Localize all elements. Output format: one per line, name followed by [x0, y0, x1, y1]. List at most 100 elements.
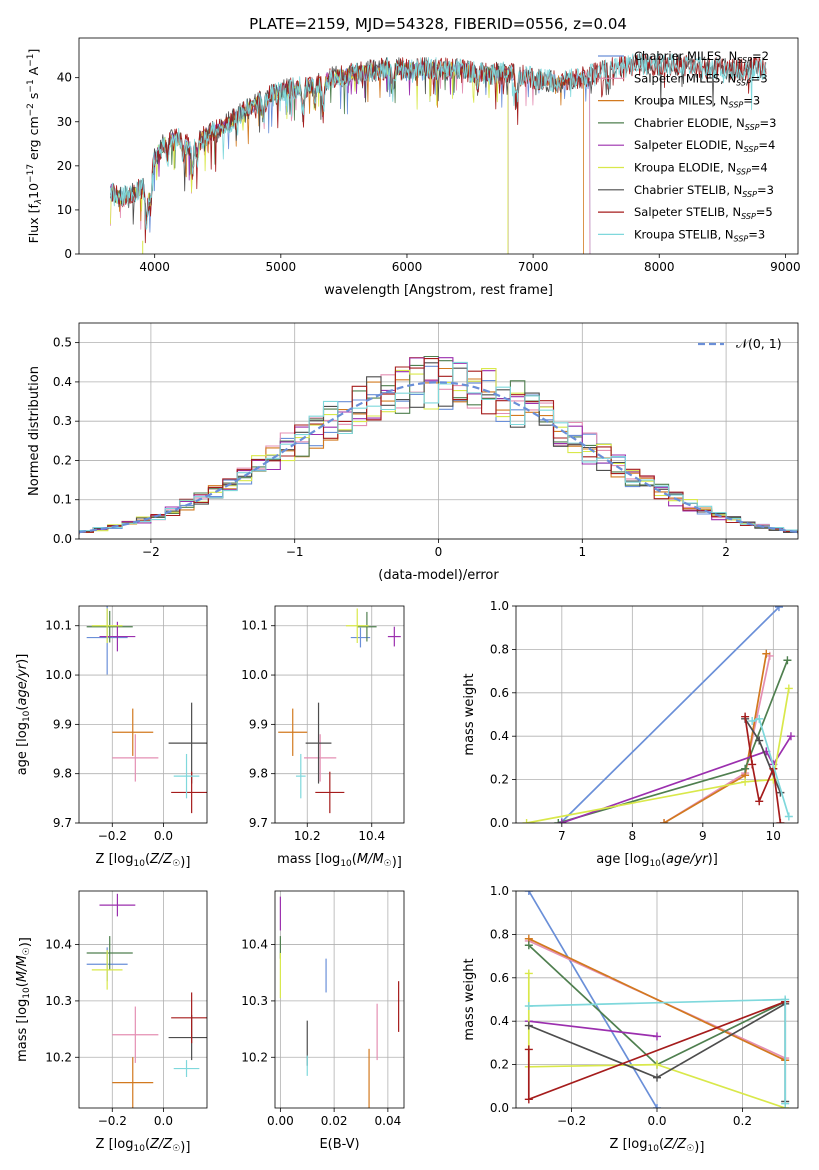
weight-marker — [524, 1002, 533, 1011]
y-tick-label: 0.6 — [490, 971, 509, 985]
mass-age-panel: 10.2 10.4 9.7 9.8 9.9 10.0 10.1 mass [log10(M/M… — [241, 605, 405, 870]
errorbar-salpeter-miles — [112, 734, 159, 782]
weight-series-kroupa-stelib — [524, 995, 790, 1108]
weight-marker — [741, 712, 750, 721]
weight-series-kroupa-stelib — [748, 714, 793, 821]
ebv-mass-panel: 0.00 0.02 0.04 10.2 10.3 10.4 E(B-V) — [241, 890, 405, 1152]
legend-label: Salpeter STELIB, NSSP=5 — [634, 205, 773, 221]
axes-frame — [515, 605, 799, 824]
weight-marker — [557, 819, 566, 823]
z_age-ylabel: age [log10(age/yr)] — [15, 654, 32, 776]
x-tick-label: 1 — [578, 545, 586, 559]
plot-area — [86, 893, 207, 1108]
weight-marker — [524, 969, 533, 978]
weight-marker — [653, 1073, 661, 1082]
grid — [275, 891, 404, 1108]
x-tick-label: 5000 — [266, 260, 297, 274]
y-tick-label: 10.2 — [45, 1050, 72, 1064]
x-tick-label: −0.2 — [557, 1114, 586, 1128]
y-tick-label: 0.1 — [53, 493, 72, 507]
weight-marker — [784, 684, 793, 693]
weight-series-chabrier-miles — [524, 891, 661, 1108]
errorbar-chabrier-elodie — [86, 610, 133, 643]
axes-frame — [515, 890, 799, 1109]
x-tick-label: 7000 — [518, 260, 549, 274]
errorbar-kroupa-stelib — [295, 753, 306, 799]
weight-marker — [762, 649, 771, 658]
residuals-ylabel: Normed distribution — [27, 366, 42, 496]
x-tick-label: 8000 — [644, 260, 675, 274]
x-tick-label: 6000 — [392, 260, 423, 274]
y-tick-label: 0.8 — [490, 642, 509, 656]
grid — [79, 891, 207, 1108]
y-tick-label: 0.3 — [53, 414, 72, 428]
y-tick-label: 0.0 — [490, 1101, 509, 1115]
errorbar-salpeter-elodie — [99, 621, 136, 652]
weight-line — [527, 973, 786, 1108]
errorbar-kroupa-miles — [278, 708, 308, 756]
y-tick-label: 10.4 — [45, 938, 72, 952]
axes-frame — [78, 605, 208, 824]
x-tick-label: −0.2 — [98, 829, 127, 843]
legend-entry-salpeter-miles: Salpeter MILES, NSSP=3 — [598, 71, 768, 87]
errorbar-chabrier-elodie — [357, 611, 377, 642]
x-tick-label: 0.0 — [154, 829, 173, 843]
x-tick-label: −2 — [142, 545, 160, 559]
y-tick-label: 9.8 — [53, 767, 72, 781]
weight-marker — [653, 1104, 661, 1108]
weight-marker — [524, 1045, 533, 1054]
x-tick-label: 0.0 — [154, 1114, 173, 1128]
residuals-panel: −2 −1 0 1 2 0.0 0.1 0.2 0.3 0.4 0.5 𝒩(0, 1) (data-mo… — [27, 322, 799, 583]
weight-marker — [786, 732, 795, 741]
y-tick-label: 9.7 — [53, 816, 72, 830]
errorbar-salpeter-stelib — [315, 771, 345, 814]
legend-label: Chabrier STELIB, NSSP=3 — [634, 183, 774, 199]
legend-entry-chabrier-stelib: Chabrier STELIB, NSSP=3 — [598, 183, 774, 199]
y-tick-label: 1.0 — [490, 884, 509, 898]
errorbar-kroupa-elodie — [91, 608, 123, 643]
plot-area — [524, 891, 790, 1108]
axes-frame — [78, 890, 208, 1109]
x-tick-label: 4000 — [139, 260, 170, 274]
z-mass-panel: −0.2 0.0 10.2 10.3 10.4 Z [log10(Z/Z☉)] mass [… — [15, 890, 208, 1155]
x-tick-label: 0.04 — [375, 1114, 402, 1128]
weight-marker — [755, 714, 764, 723]
x-tick-label: 0.02 — [321, 1114, 348, 1128]
z_weight-xlabel: Z [log10(Z/Z☉)] — [610, 1137, 705, 1155]
errorbar-salpeter-stelib — [171, 771, 207, 814]
z_mass-ylabel: mass [log10(M/M☉)] — [15, 937, 33, 1062]
legend-label: Salpeter ELODIE, NSSP=4 — [634, 138, 775, 154]
ebv_mass-xlabel: E(B-V) — [319, 1137, 359, 1152]
y-tick-label: 9.7 — [249, 816, 268, 830]
y-tick-label: 9.9 — [249, 717, 268, 731]
x-tick-label: 10 — [766, 829, 781, 843]
weight-line — [528, 1020, 658, 1038]
weight-line — [561, 606, 780, 823]
weight-series-kroupa-elodie — [522, 684, 793, 823]
x-tick-label: 10.2 — [294, 829, 321, 843]
weight-marker — [776, 819, 785, 823]
z-age-panel: −0.2 0.0 9.7 9.8 9.9 10.0 10.1 Z [log10(Z/Z☉)] a… — [15, 605, 208, 870]
age_weight-ylabel: mass weight — [462, 673, 477, 755]
plot-area — [279, 896, 400, 1108]
errorbar-kroupa-stelib — [173, 753, 200, 799]
errorbar-kroupa-miles — [112, 708, 154, 756]
weight-line — [663, 655, 771, 823]
weight-marker — [748, 760, 757, 769]
errorbar-salpeter-elodie — [387, 626, 401, 647]
weight-series-kroupa-miles — [660, 649, 771, 823]
plot-area — [278, 608, 401, 814]
axes-frame — [274, 605, 405, 824]
y-tick-label: 10.3 — [241, 994, 268, 1008]
histogram-salpeter-stelib — [79, 358, 798, 535]
figure-title: PLATE=2159, MJD=54328, FIBERID=0556, z=0… — [249, 15, 627, 33]
legend-entry-kroupa-stelib: Kroupa STELIB, NSSP=3 — [598, 227, 765, 243]
x-tick-label: 8 — [629, 829, 637, 843]
weight-marker — [774, 606, 783, 612]
errorbar-chabrier-elodie — [86, 936, 133, 970]
plot-area — [79, 355, 798, 535]
y-tick-label: 0.6 — [490, 686, 509, 700]
x-tick-label: 9000 — [770, 260, 801, 274]
weight-marker — [784, 812, 793, 821]
legend-label: Kroupa ELODIE, NSSP=4 — [634, 161, 768, 177]
